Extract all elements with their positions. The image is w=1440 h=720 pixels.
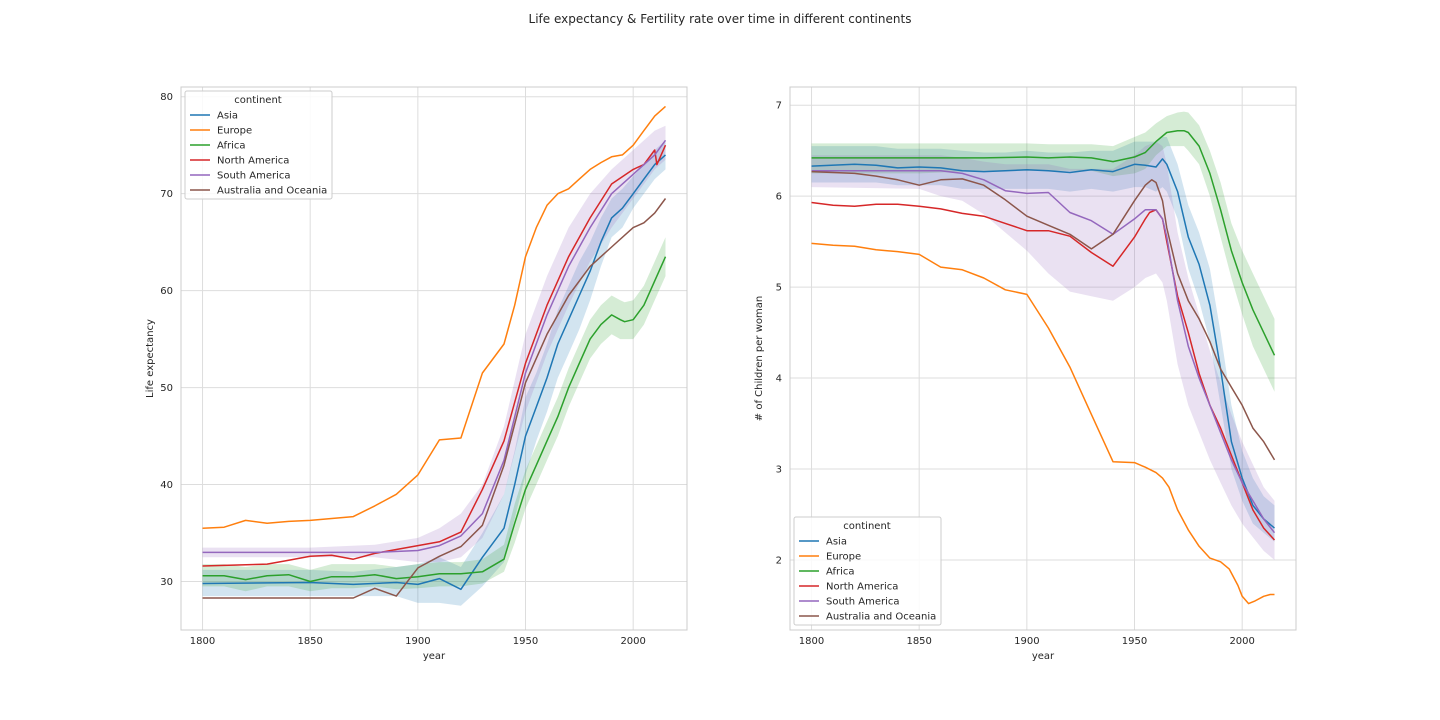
fertility-y-tick-label: 2 — [776, 555, 782, 566]
fertility-band-asia — [811, 137, 1275, 542]
fertility-y-tick-label: 5 — [776, 283, 782, 294]
life-expectancy-x-axis-label: year — [423, 651, 446, 662]
fertility-x-tick-label: 1950 — [1122, 636, 1147, 647]
life-expectancy-legend: continent Asia Europe Africa North America So… — [184, 90, 333, 200]
fertility-line-south-america — [811, 169, 1276, 534]
life-expectancy-line-africa — [202, 256, 667, 583]
fertility-band-south-america — [811, 141, 1275, 560]
fertility-x-tick-label: 1850 — [906, 636, 931, 647]
life-expectancy-y-tick-label: 80 — [160, 92, 173, 103]
fertility-y-tick-label: 6 — [776, 192, 782, 203]
fertility-chart: 1800 1850 1900 1950 2000 2 3 4 5 6 7 year # of Child… — [754, 86, 1297, 662]
legend-entry-australia-and-oceania: Australia and Oceania — [217, 186, 327, 197]
legend-entry-south-america: South America — [826, 597, 900, 608]
life-expectancy-y-tick-label: 30 — [160, 577, 173, 588]
life-expectancy-line-south-america — [202, 139, 667, 554]
fertility-y-tick-label: 4 — [776, 374, 782, 385]
fertility-line-africa — [811, 129, 1276, 356]
legend-entry-north-america: North America — [826, 582, 898, 593]
legend-entry-australia-and-oceania: Australia and Oceania — [826, 612, 936, 623]
life-expectancy-y-tick-label: 50 — [160, 383, 173, 394]
life-expectancy-x-tick-label: 1800 — [190, 636, 215, 647]
fertility-legend: continent Asia Europe Africa North America So… — [793, 516, 942, 626]
life-expectancy-y-tick-label: 70 — [160, 189, 173, 200]
legend-title: continent — [843, 521, 890, 532]
life-expectancy-y-axis-label: Life expectancy — [145, 319, 156, 398]
legend-entry-north-america: North America — [217, 156, 289, 167]
fertility-plot-frame — [789, 86, 1297, 631]
fertility-x-tick-label: 1900 — [1014, 636, 1039, 647]
fertility-band-africa — [811, 111, 1275, 392]
life-expectancy-line-europe — [202, 105, 667, 529]
life-expectancy-y-tick-label: 60 — [160, 286, 173, 297]
life-expectancy-x-tick-label: 2000 — [620, 636, 645, 647]
fertility-x-tick-label: 1800 — [799, 636, 824, 647]
life-expectancy-chart: 1800 1850 1900 1950 2000 30 40 50 60 70 80 year Life… — [145, 86, 688, 662]
life-expectancy-band-south-america — [202, 125, 666, 563]
fertility-y-axis-label: # of Children per woman — [754, 296, 765, 421]
life-expectancy-y-tick-label: 40 — [160, 480, 173, 491]
legend-entry-africa: Africa — [826, 567, 855, 578]
life-expectancy-x-tick-label: 1950 — [513, 636, 538, 647]
fertility-line-australia-and-oceania — [811, 170, 1276, 461]
legend-entry-asia: Asia — [217, 111, 238, 122]
figure-title: Life expectancy & Fertility rate over ti… — [528, 12, 912, 26]
life-expectancy-x-tick-label: 1850 — [297, 636, 322, 647]
fertility-x-axis-label: year — [1032, 651, 1055, 662]
life-expectancy-line-north-america — [202, 144, 667, 567]
legend-entry-africa: Africa — [217, 141, 246, 152]
legend-title: continent — [234, 95, 281, 106]
legend-box — [793, 516, 942, 626]
legend-box — [184, 90, 333, 200]
life-expectancy-plot-frame — [180, 86, 688, 631]
legend-entry-europe: Europe — [826, 552, 861, 563]
legend-entry-south-america: South America — [217, 171, 291, 182]
legend-entry-asia: Asia — [826, 537, 847, 548]
life-expectancy-x-tick-label: 1900 — [405, 636, 430, 647]
life-expectancy-line-asia — [202, 154, 667, 591]
fertility-line-asia — [811, 158, 1275, 529]
fertility-line-north-america — [811, 201, 1276, 541]
life-expectancy-line-australia-and-oceania — [202, 198, 667, 599]
fertility-y-tick-label: 7 — [776, 101, 782, 112]
legend-entry-europe: Europe — [217, 126, 252, 137]
fertility-x-tick-label: 2000 — [1229, 636, 1254, 647]
fertility-y-tick-label: 3 — [776, 465, 782, 476]
fertility-line-europe — [811, 242, 1275, 605]
